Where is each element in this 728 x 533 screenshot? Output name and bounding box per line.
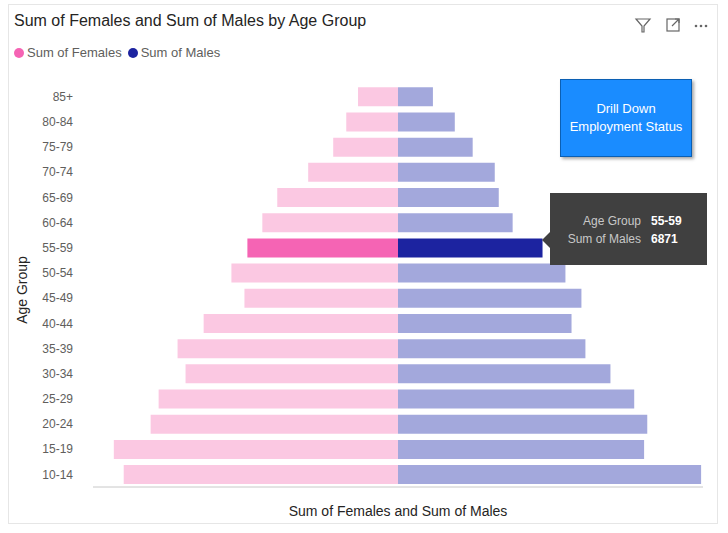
svg-text:80-84: 80-84: [42, 115, 73, 129]
svg-text:55-59: 55-59: [42, 241, 73, 255]
html-text:Sum of Females and Sum of Male: Sum of Females and Sum of Males: [288, 503, 508, 519]
html-text:Sum of Females: Sum of Females: [27, 45, 122, 60]
html-text:Age Group: Age Group: [583, 214, 641, 228]
html-text:55-59: 55-59: [651, 214, 682, 228]
svg-text:30-34: 30-34: [42, 367, 73, 381]
svg-text:40-44: 40-44: [42, 317, 73, 331]
html-text:6871: 6871: [651, 232, 678, 246]
html-text:Age Group: Age Group: [14, 256, 30, 324]
svg-text:85+: 85+: [53, 90, 73, 104]
html-text:Drill Down Employment Status: Drill Down Employment Status: [569, 101, 683, 134]
svg-text:60-64: 60-64: [42, 216, 73, 230]
svg-text:15-19: 15-19: [42, 442, 73, 456]
svg-text:35-39: 35-39: [42, 342, 73, 356]
html-text:Sum of Males: Sum of Males: [567, 232, 641, 246]
svg-text:50-54: 50-54: [42, 266, 73, 280]
svg-text:65-69: 65-69: [42, 191, 73, 205]
svg-text:20-24: 20-24: [42, 417, 73, 431]
svg-text:10-14: 10-14: [42, 468, 73, 482]
html-text:Sum of Males: Sum of Males: [140, 45, 221, 60]
svg-text:70-74: 70-74: [42, 165, 73, 179]
html-text:Sum of Females and Sum of Male: Sum of Females and Sum of Males by Age G…: [14, 12, 367, 29]
svg-text:75-79: 75-79: [42, 140, 73, 154]
svg-text:45-49: 45-49: [42, 291, 73, 305]
svg-text:25-29: 25-29: [42, 392, 73, 406]
